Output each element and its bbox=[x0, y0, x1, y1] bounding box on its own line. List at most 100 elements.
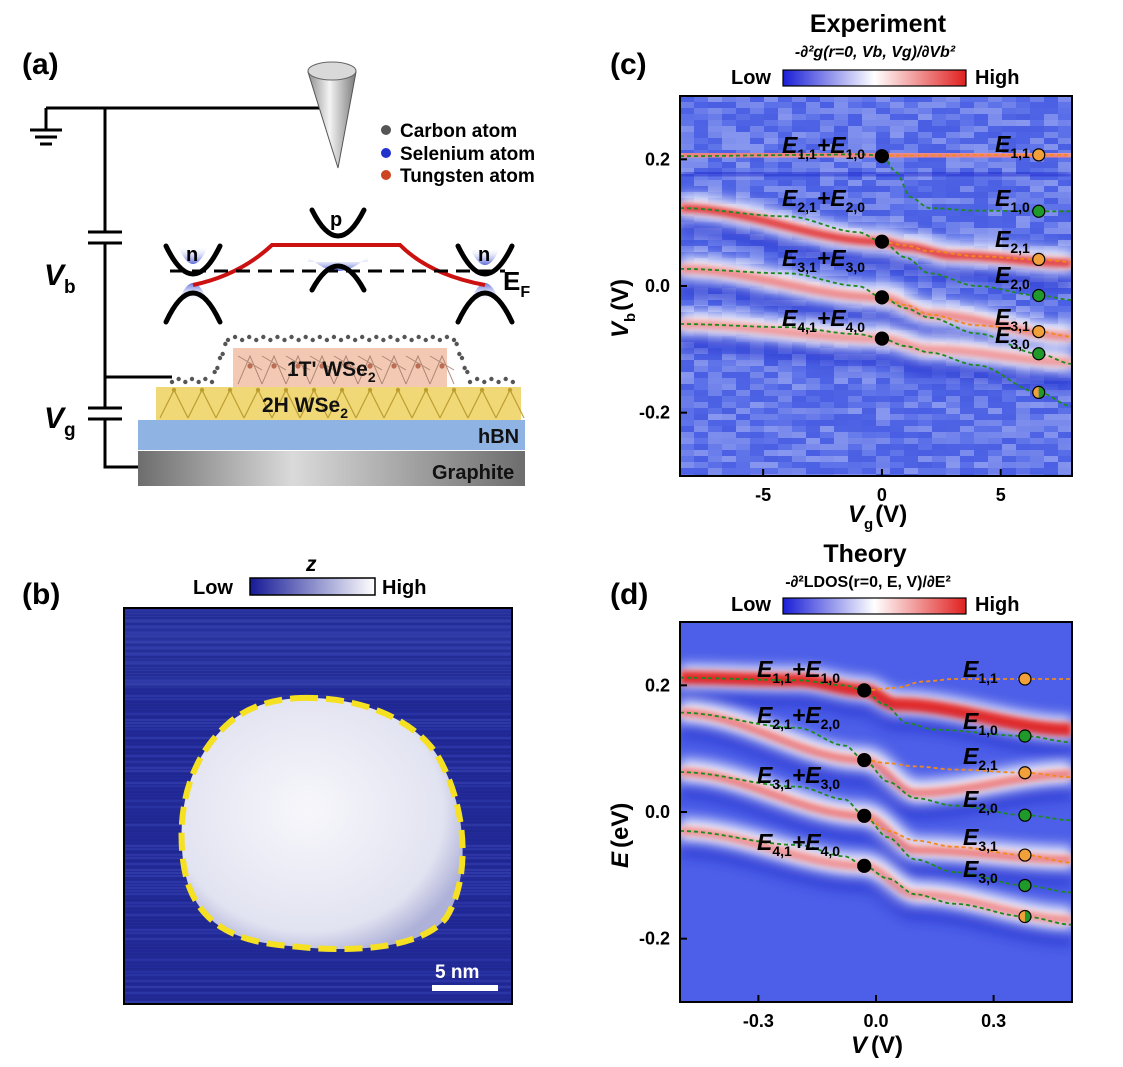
island bbox=[181, 697, 463, 950]
stm-colorbar-title: z bbox=[305, 553, 317, 576]
marker-black bbox=[874, 290, 890, 305]
experiment-label-20: E2,0 bbox=[995, 262, 1030, 292]
y-tick-label: -0.2 bbox=[639, 929, 670, 949]
green-guide-curve bbox=[680, 711, 1072, 822]
island-outline bbox=[178, 694, 466, 953]
marker-green bbox=[1018, 808, 1032, 822]
experiment-xlabel: Vg(V) bbox=[848, 501, 907, 533]
experiment-label-21: E2,1 bbox=[995, 226, 1030, 256]
experiment-axes: -5 0 5 0.2 0.0 -0.2 bbox=[639, 149, 1006, 505]
stm-colorbar-low: Low bbox=[193, 577, 233, 599]
panel-label-b: (b) bbox=[22, 578, 60, 611]
band-shadow bbox=[680, 336, 1072, 388]
stm-colorbar-high: High bbox=[382, 577, 426, 599]
marker-orange bbox=[1032, 252, 1046, 266]
legend-carbon: Carbon atom bbox=[400, 121, 517, 142]
marker-green bbox=[1032, 347, 1046, 361]
experiment-colorbar bbox=[782, 69, 967, 87]
y-tick-label: 0.2 bbox=[645, 149, 670, 169]
marker-green bbox=[1032, 204, 1046, 218]
marker-black bbox=[874, 331, 890, 346]
stm-colorbar bbox=[249, 577, 376, 596]
orange-guide-curve bbox=[881, 154, 1072, 157]
marker-green bbox=[1018, 878, 1032, 893]
theory-label-30: E3,0 bbox=[963, 856, 998, 886]
experiment-title: Experiment bbox=[810, 10, 947, 38]
marker-black bbox=[874, 234, 890, 249]
theory-ylabel: E(eV) bbox=[607, 803, 634, 868]
device-stack: Graphite hBN 2H WSe2 1T' WSe2 bbox=[138, 334, 525, 486]
n-right-label: n bbox=[478, 244, 490, 266]
schematic-panel: Carbon atom Selenium atom Tungsten atom … bbox=[30, 61, 535, 486]
marker-orange bbox=[1018, 766, 1032, 780]
stm-panel: z Low High 5 nm bbox=[123, 553, 513, 1005]
graphite-layer bbox=[138, 451, 525, 486]
band-shadow bbox=[680, 689, 1072, 756]
theory-guide-curves bbox=[680, 676, 1072, 926]
wse2-2h-label: 2H WSe2 bbox=[262, 394, 348, 421]
marker-half bbox=[1018, 909, 1032, 924]
green-guide-curve bbox=[680, 268, 1072, 365]
y-tick-label: 0.0 bbox=[645, 276, 670, 296]
n-left-label: n bbox=[186, 244, 198, 266]
experiment-panel: Experiment -∂²g(r=0, Vb, Vg)/∂Vb² Low Hi… bbox=[607, 10, 1073, 533]
marker-orange bbox=[1018, 672, 1032, 686]
panel-label-d: (d) bbox=[610, 578, 648, 611]
y-tick-label: 0.2 bbox=[645, 675, 670, 695]
theory-markers bbox=[857, 672, 1032, 924]
experiment-label-11: E1,1 bbox=[995, 131, 1030, 161]
green-guide-curve bbox=[680, 771, 1072, 894]
half-marker-right bbox=[1024, 910, 1031, 923]
graphite-label: Graphite bbox=[432, 462, 514, 484]
x-tick-label: -5 bbox=[755, 485, 771, 505]
green-guide-curve bbox=[680, 676, 1072, 744]
experiment-markers bbox=[874, 148, 1046, 399]
wse2-2h-lattice bbox=[159, 387, 525, 419]
experiment-colorbar-low: Low bbox=[731, 67, 771, 89]
half-marker-left bbox=[1032, 386, 1039, 399]
marker-orange bbox=[1032, 148, 1046, 162]
marker-black bbox=[857, 858, 872, 873]
y-tick-label: 0.0 bbox=[645, 802, 670, 822]
scale-bar-label: 5 nm bbox=[435, 962, 479, 983]
experiment-state-labels: E1,1+E1,0 E2,1+E2,0 E3,1+E3,0 E4,1+E4,0 E1,1… bbox=[782, 131, 1030, 352]
experiment-colorbar-title: -∂²g(r=0, Vb, Vg)/∂Vb² bbox=[795, 44, 956, 61]
circuit-wires bbox=[30, 106, 335, 469]
half-marker-left bbox=[1018, 910, 1025, 923]
theory-label-11: E1,1 bbox=[963, 656, 998, 686]
vb-label: Vb bbox=[44, 259, 76, 298]
theory-label-21: E2,1 bbox=[963, 743, 998, 773]
theory-colorbar-title: -∂²LDOS(r=0, E, V)/∂E² bbox=[785, 574, 951, 591]
marker-half bbox=[1032, 385, 1046, 399]
marker-orange bbox=[1032, 325, 1046, 339]
band-intensity bbox=[680, 708, 1072, 798]
theory-state-labels: E1,1+E1,0 E2,1+E2,0 E3,1+E3,0 E4,1+E4,0 E1,1… bbox=[757, 656, 998, 886]
green-guide-curve bbox=[680, 830, 1072, 926]
legend-tungsten: Tungsten atom bbox=[400, 166, 535, 187]
experiment-label-10: E1,0 bbox=[995, 185, 1030, 215]
theory-title: Theory bbox=[823, 540, 906, 568]
marker-black bbox=[874, 149, 890, 164]
band-shadow bbox=[680, 166, 1072, 183]
experiment-label-e31-e30: E3,1+E3,0 bbox=[782, 245, 865, 275]
panel-label-c: (c) bbox=[610, 48, 647, 81]
legend-selenium: Selenium atom bbox=[400, 144, 535, 165]
theory-label-31: E3,1 bbox=[963, 824, 998, 854]
theory-colorbar bbox=[782, 597, 967, 615]
experiment-ylabel: Vb(V) bbox=[607, 279, 639, 338]
experiment-label-30: E3,0 bbox=[995, 322, 1030, 352]
band-intensity bbox=[680, 826, 1072, 925]
y-tick-label: -0.2 bbox=[639, 403, 670, 423]
wse2-1t-label: 1T' WSe2 bbox=[287, 358, 376, 385]
theory-label-20: E2,0 bbox=[963, 786, 998, 816]
marker-black bbox=[857, 683, 872, 698]
theory-xlabel: V (V) bbox=[851, 1032, 903, 1059]
orange-guide-curve bbox=[864, 678, 1072, 692]
panel-label-a: (a) bbox=[22, 48, 59, 81]
hbn-layer bbox=[138, 420, 525, 450]
band-shadow bbox=[680, 724, 1072, 819]
x-tick-label: 0 bbox=[877, 485, 887, 505]
band-shadow bbox=[680, 784, 1072, 886]
theory-label-e31-e30: E3,1+E3,0 bbox=[757, 762, 840, 792]
orange-guide-curve bbox=[864, 759, 1072, 779]
